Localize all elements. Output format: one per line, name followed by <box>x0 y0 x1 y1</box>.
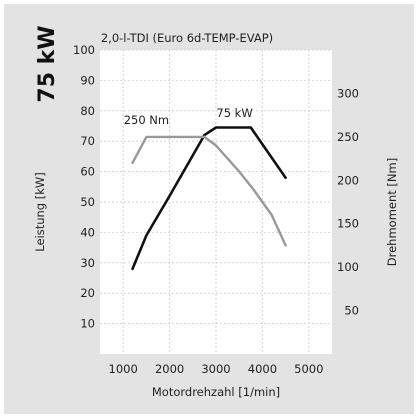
y-left-tick-label: 10 <box>80 317 95 331</box>
grid-lines <box>100 49 332 354</box>
annotations: 75 kW 250 Nm <box>124 106 253 127</box>
y-left-tick-label: 60 <box>80 165 95 179</box>
annotation-max-power: 75 kW <box>216 106 252 120</box>
x-tick-label: 3000 <box>201 362 230 376</box>
y-right-tick-label: 100 <box>337 260 359 274</box>
y-right-tick-label: 50 <box>344 304 359 318</box>
x-axis-label: Motordrehzahl [1/min] <box>152 385 280 399</box>
x-tick-label: 5000 <box>294 362 323 376</box>
y-right-tick-label: 250 <box>337 130 359 144</box>
y-right-tick-label: 150 <box>337 217 359 231</box>
power-badge: 75 kW <box>35 25 60 102</box>
y-left-tick-label: 20 <box>80 286 95 300</box>
y-right-tick-label: 200 <box>337 173 359 187</box>
y-axis-label-left: Leistung [kW] <box>33 172 47 252</box>
y-left-tick-label: 100 <box>73 43 95 57</box>
y-right-tick-label: 300 <box>337 86 359 100</box>
y-left-tick-label: 50 <box>80 195 95 209</box>
series-lines <box>131 126 287 271</box>
x-tick-label: 1000 <box>109 362 138 376</box>
torque-curve <box>131 135 287 247</box>
y-left-tick-label: 30 <box>80 256 95 270</box>
annotation-max-torque: 250 Nm <box>124 113 169 127</box>
engine-performance-chart: 10 20 30 40 50 60 70 80 90 100 1000 2000 3000 4000 500… <box>33 25 399 399</box>
x-tick-label: 2000 <box>155 362 184 376</box>
power-curve <box>131 126 287 271</box>
tick-labels: 10 20 30 40 50 60 70 80 90 100 1000 2000 3000 4000 500… <box>73 43 359 376</box>
y-left-tick-label: 70 <box>80 134 95 148</box>
chart-title: 2,0-l-TDI (Euro 6d-TEMP-EVAP) <box>101 31 273 45</box>
y-left-tick-label: 90 <box>80 73 95 87</box>
y-left-tick-label: 40 <box>80 225 95 239</box>
x-tick-label: 4000 <box>248 362 277 376</box>
chart-panel: 10 20 30 40 50 60 70 80 90 100 1000 2000 3000 4000 500… <box>4 4 414 414</box>
y-left-tick-label: 80 <box>80 104 95 118</box>
y-axis-label-right: Drehmoment [Nm] <box>385 158 399 266</box>
